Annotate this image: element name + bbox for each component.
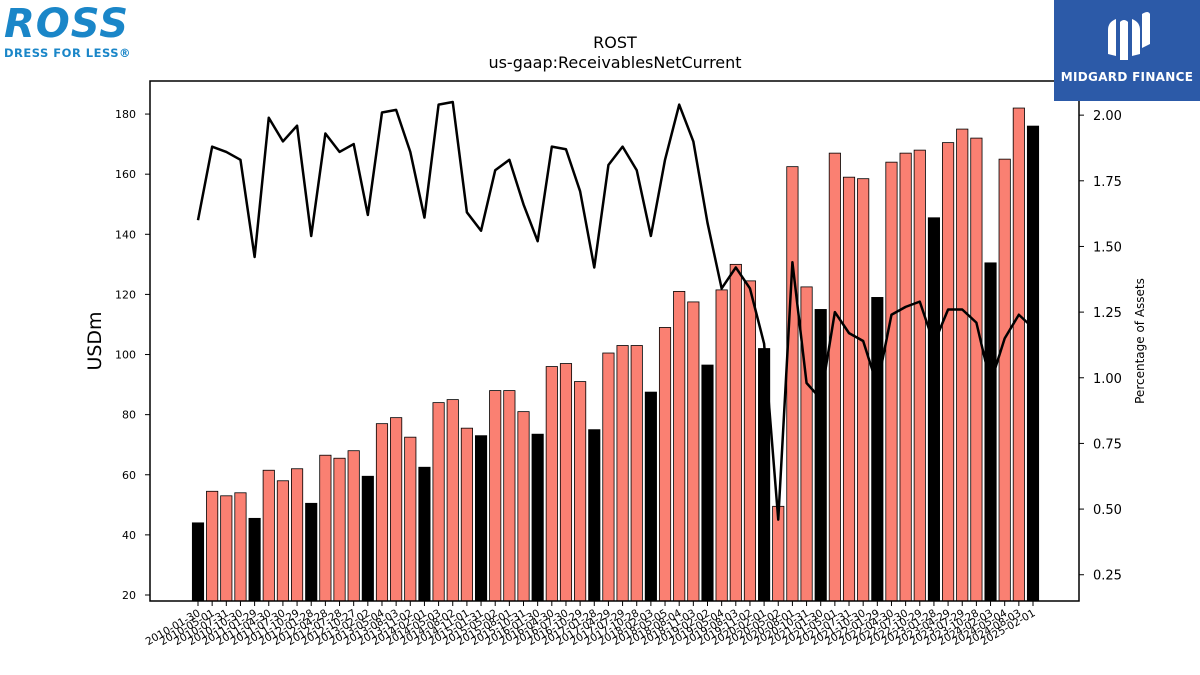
bar [375, 423, 389, 602]
bar [517, 411, 530, 602]
bar [262, 469, 275, 602]
bar [319, 454, 332, 602]
y2-tick-label: 0.25 [1093, 569, 1122, 584]
y-tick-label: 120 [115, 288, 136, 301]
bar [248, 517, 261, 602]
bar [658, 327, 672, 602]
bar [333, 457, 346, 602]
bar [899, 152, 912, 602]
bar [276, 480, 289, 602]
y2-tick-label: 1.00 [1093, 372, 1122, 387]
y2-tick-label: 1.50 [1093, 240, 1122, 255]
ross-logo: ROSS DRESS FOR LESS® [4, 4, 144, 60]
axes-group: 20 40 60 80 100 120 140 160 180 0.25 0.50 0.75 1.00 1… [115, 80, 1122, 648]
bar [644, 391, 657, 602]
bar [191, 522, 205, 602]
bar [574, 381, 587, 602]
chart-subtitle: us-gaap:ReceivablesNetCurrent [488, 53, 741, 72]
ross-logo-word: ROSS [4, 1, 129, 47]
y-tick-label: 100 [115, 349, 136, 362]
bar [786, 166, 799, 602]
bar [432, 402, 445, 602]
bar [998, 158, 1011, 602]
bar [404, 436, 417, 602]
bar [559, 363, 573, 602]
bar [814, 309, 827, 602]
bar [234, 492, 247, 602]
midgard-finance-logo: MIDGARD FINANCE [1054, 0, 1200, 101]
y-tick-label: 140 [115, 228, 136, 241]
y-tick-label: 80 [122, 409, 136, 422]
bar [220, 495, 233, 602]
bar [842, 176, 856, 602]
bar [715, 289, 728, 602]
bar [984, 262, 997, 602]
bar [305, 502, 318, 602]
pct-of-assets-line [196, 100, 1034, 521]
bar [1012, 107, 1025, 602]
bar [616, 345, 629, 602]
bar [970, 137, 983, 602]
bar [588, 429, 601, 602]
bar [857, 178, 870, 602]
bar [446, 399, 459, 602]
bar [602, 352, 615, 602]
chart-title: ROST [593, 33, 637, 52]
bar [927, 217, 940, 602]
midgard-emblem-icon [1108, 12, 1150, 60]
y2-axis-label: Percentage of Assets [1133, 278, 1147, 404]
bar [390, 417, 403, 602]
bar [206, 490, 219, 602]
bar [729, 263, 742, 602]
y2-tick-label: 2.00 [1093, 109, 1122, 124]
midgard-finance-label: MIDGARD FINANCE [1060, 70, 1194, 84]
bar [956, 128, 969, 602]
bar [743, 280, 757, 602]
bar [871, 297, 884, 602]
y2-tick-label: 0.50 [1093, 503, 1122, 518]
bar [545, 366, 558, 602]
bar [1026, 125, 1040, 602]
bar [474, 435, 488, 602]
ross-logo-tagline: DRESS FOR LESS® [4, 46, 132, 60]
y-tick-label: 180 [115, 108, 136, 121]
y-tick-label: 160 [115, 168, 136, 181]
bars-group [191, 107, 1040, 602]
y-axis-label: USDm [84, 311, 106, 370]
bar [347, 450, 360, 602]
bar [942, 142, 955, 602]
line-layer [196, 100, 1034, 521]
plot-frame [149, 80, 1080, 602]
bar [531, 433, 544, 602]
bar [361, 475, 374, 602]
y-tick-label: 40 [122, 529, 136, 542]
y2-tick-label: 0.75 [1093, 437, 1122, 452]
bar [800, 286, 813, 602]
y-tick-label: 60 [122, 469, 136, 482]
bar [687, 301, 700, 602]
bar [460, 427, 473, 602]
y2-tick-label: 1.75 [1093, 175, 1122, 190]
bar [291, 468, 304, 602]
bar [630, 345, 643, 602]
bar [828, 152, 841, 602]
bar [418, 466, 431, 602]
bar [701, 364, 714, 602]
y-tick-label: 20 [122, 589, 136, 602]
bar [673, 290, 686, 602]
bar [913, 149, 926, 602]
bar [503, 390, 516, 602]
y2-tick-label: 1.25 [1093, 306, 1122, 321]
bar [489, 390, 502, 602]
bar [885, 161, 898, 602]
